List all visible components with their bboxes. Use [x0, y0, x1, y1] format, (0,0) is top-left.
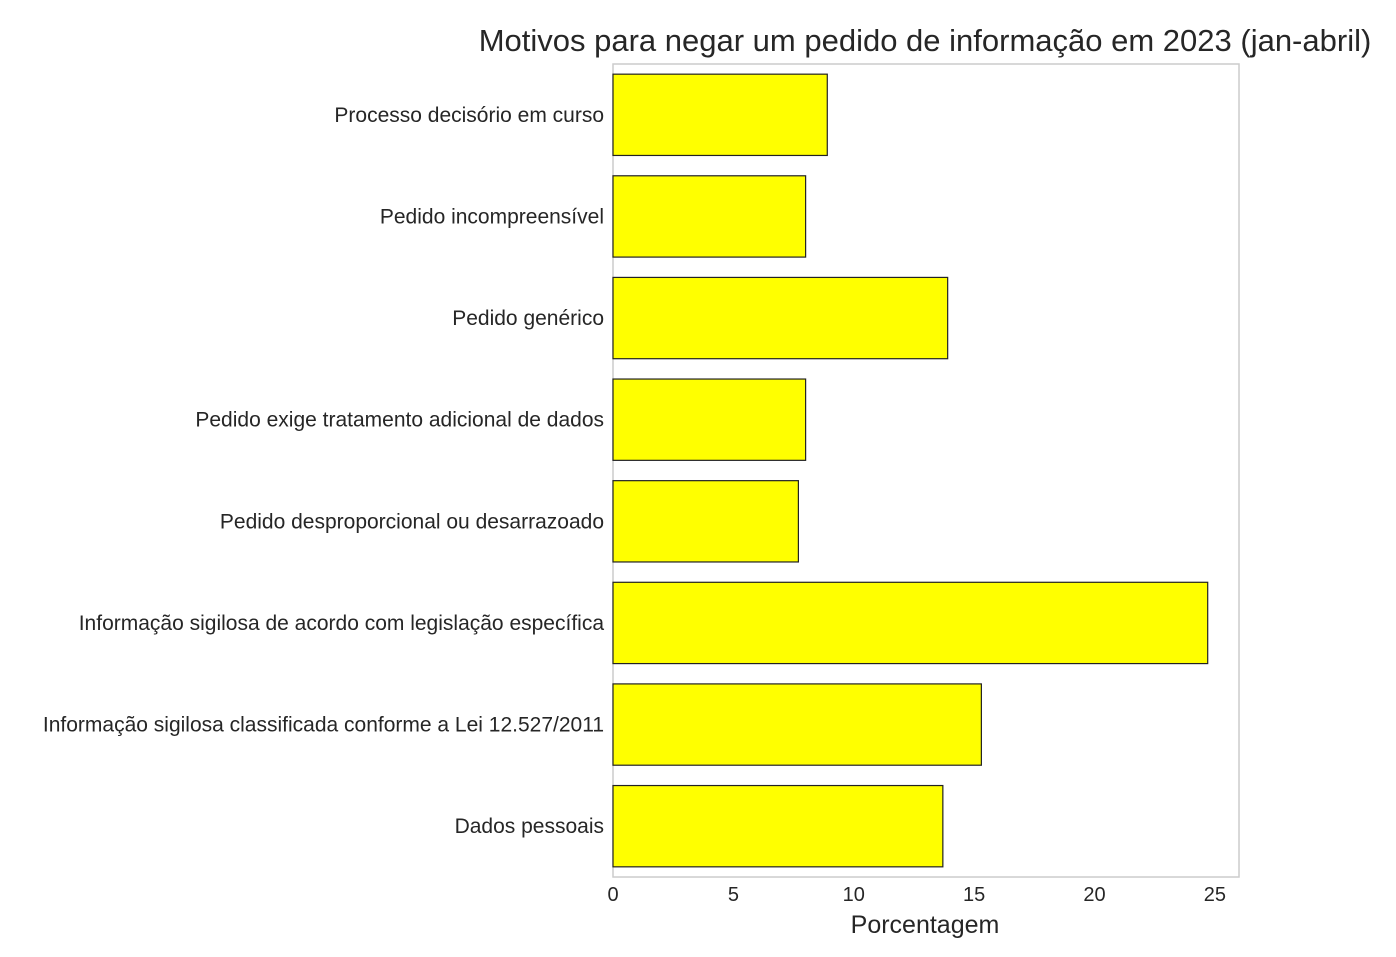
x-tick-label-2: 10 [843, 884, 865, 906]
bar-5 [612, 581, 1209, 665]
category-label-0: Processo decisório em curso [334, 104, 604, 127]
category-label-3: Pedido exige tratamento adicional de dad… [195, 409, 604, 432]
bar-4 [612, 480, 799, 563]
category-label-1: Pedido incompreensível [380, 205, 604, 228]
category-label-6: Informação sigilosa classificada conform… [43, 714, 604, 737]
bar-1 [612, 175, 807, 258]
x-tick-label-1: 5 [728, 884, 739, 906]
category-label-7: Dados pessoais [455, 815, 604, 838]
x-ticks: 0 5 10 15 20 25 [607, 884, 1226, 906]
bar-7 [612, 784, 944, 868]
x-tick-label-5: 25 [1204, 884, 1226, 906]
bar-0 [612, 73, 828, 157]
bar-2 [612, 276, 949, 360]
x-tick-label-3: 15 [963, 884, 985, 906]
category-label-5: Informação sigilosa de acordo com legisl… [79, 612, 605, 635]
x-tick-label-4: 20 [1083, 884, 1105, 906]
category-label-2: Pedido genérico [452, 307, 604, 330]
chart-title: Motivos para negar um pedido de informaç… [479, 23, 1372, 58]
x-axis-title: Porcentagem [851, 911, 1000, 939]
bar-3 [612, 378, 807, 461]
x-tick-label-0: 0 [607, 884, 618, 906]
category-labels: Processo decisório em curso Pedido incomp… [43, 104, 604, 838]
plot-area-frame [612, 63, 1240, 878]
bars-group [612, 73, 1209, 868]
category-label-4: Pedido desproporcional ou desarrazoado [220, 510, 604, 533]
bar-6 [612, 683, 982, 766]
